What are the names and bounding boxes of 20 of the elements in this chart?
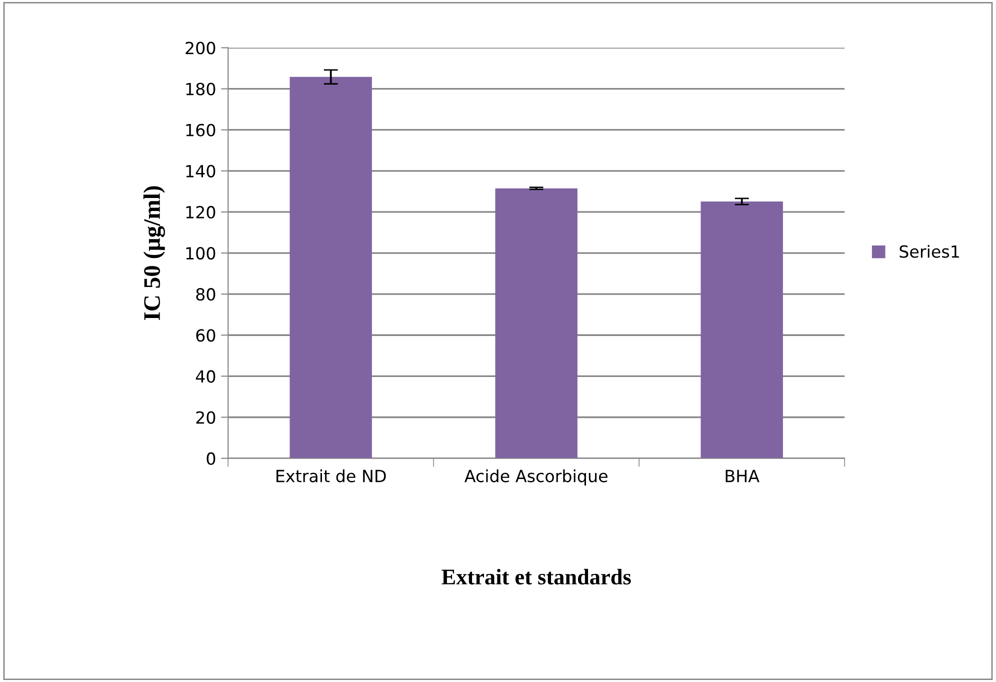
y-tick-label: 200: [186, 42, 216, 54]
y-tick-label: 40: [196, 370, 216, 383]
x-tick-label: Acide Ascorbique: [464, 469, 608, 486]
bar: [700, 201, 783, 458]
y-tick-label: 100: [186, 246, 216, 260]
x-axis-title: Extrait et standards: [442, 568, 631, 585]
x-tick-label: Extrait de ND: [276, 469, 386, 482]
x-tick-label: BHA: [726, 470, 760, 482]
y-tick-label: 20: [196, 411, 216, 424]
y-tick-label: 0: [206, 452, 216, 465]
y-tick-label: 60: [196, 329, 216, 342]
y-tick-label: 180: [186, 82, 216, 96]
legend-label: Series1: [900, 244, 959, 258]
bar: [495, 188, 578, 458]
y-tick-label: 140: [186, 164, 216, 178]
y-tick-label: 120: [186, 206, 216, 219]
y-tick-label: 80: [196, 288, 216, 301]
y-tick-label: 160: [186, 124, 216, 136]
bar: [290, 76, 372, 458]
y-axis-title: IC 50 (µg/ml): [143, 186, 166, 320]
